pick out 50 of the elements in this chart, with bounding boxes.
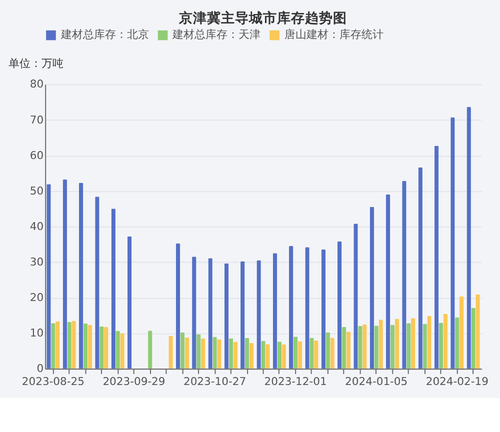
bar (321, 250, 326, 369)
y-tick-label: 30 (30, 255, 44, 268)
y-tick-label: 50 (30, 184, 44, 198)
bar (298, 341, 302, 369)
bar (88, 324, 92, 369)
legend-label: 建材总库存：天津 (172, 28, 261, 42)
bar (342, 327, 346, 369)
bar (272, 253, 278, 369)
bar (346, 332, 351, 369)
bar (277, 342, 282, 369)
bar (438, 322, 444, 369)
bar (394, 318, 400, 369)
y-tick-label: 40 (30, 220, 44, 233)
x-tick-label: 2024-01-05 (345, 374, 408, 388)
legend-label: 唐山建材：库存统计 (284, 28, 384, 42)
legend-label: 建材总库存：北京 (60, 28, 149, 42)
bar (104, 327, 108, 369)
bar (293, 336, 298, 369)
bar (184, 337, 190, 369)
y-tick-label: 70 (30, 113, 44, 126)
y-tick-label: 20 (30, 290, 44, 304)
bar (288, 246, 294, 369)
chart-title: 京津冀主导城市库存趋势图 (178, 10, 348, 27)
bar (249, 343, 254, 369)
bar (196, 334, 201, 369)
bar (176, 244, 180, 369)
y-tick-label: 80 (30, 78, 44, 91)
x-tick-label: 2023-09-29 (102, 374, 166, 388)
y-axis-title: 单位：万吨 (8, 57, 64, 70)
y-tick-label: 0 (36, 362, 44, 376)
x-tick-label: 2023-08-25 (22, 374, 84, 388)
bar (459, 296, 464, 369)
bar (434, 146, 439, 369)
bar (180, 332, 185, 369)
bar (337, 241, 342, 369)
bar (83, 323, 88, 369)
bar (386, 194, 390, 369)
bar (244, 338, 250, 369)
bar (443, 314, 448, 369)
bar (224, 263, 229, 369)
x-tick-label: 2024-02-19 (426, 374, 489, 388)
y-tick-label: 10 (30, 326, 44, 340)
bar (78, 182, 84, 369)
x-tick-label: 2023-12-01 (264, 374, 327, 388)
bar (200, 338, 206, 369)
bar (228, 338, 234, 369)
bar (390, 324, 395, 369)
y-tick-label: 60 (30, 148, 44, 162)
bar (127, 236, 132, 369)
x-tick-label: 2023-10-27 (183, 374, 246, 388)
